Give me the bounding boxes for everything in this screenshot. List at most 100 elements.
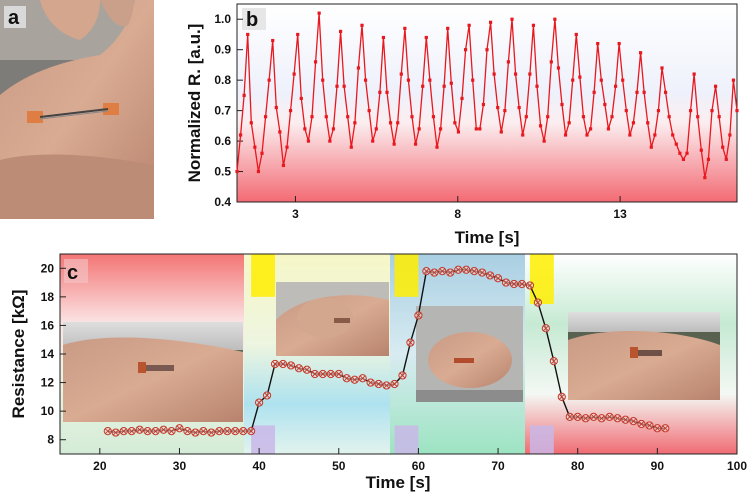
- panel-c-point: [517, 279, 527, 289]
- panel-b-point: [721, 145, 725, 149]
- panel-b-point: [403, 26, 407, 30]
- panel-c-point: [286, 361, 296, 370]
- panel-b-point: [578, 75, 582, 79]
- panel-c-point: [390, 379, 399, 389]
- panel-b-point: [524, 115, 528, 119]
- panel-b-point: [681, 157, 686, 161]
- panel-b-point: [556, 66, 561, 70]
- panel-c-point: [470, 267, 479, 276]
- panel-c-point: [422, 267, 431, 276]
- panel-c-ytick-label: 14: [41, 347, 55, 361]
- panel-b-point: [428, 78, 432, 82]
- panel-b-point: [638, 51, 643, 55]
- panel-b-point: [674, 142, 678, 146]
- panel-b-point: [563, 133, 568, 137]
- panel-c-ytick-label: 16: [41, 318, 55, 332]
- panel-c-point: [493, 274, 503, 283]
- panel-b-point: [363, 78, 368, 82]
- panel-b-point: [649, 145, 653, 149]
- panel-c-point: [183, 427, 192, 436]
- panel-c-point: [366, 378, 375, 387]
- panel-a-label: a: [8, 7, 20, 29]
- panel-c-point: [398, 371, 407, 380]
- panel-c-label-box: c: [64, 259, 88, 284]
- panel-b-point: [299, 96, 303, 101]
- panel-b-point: [317, 11, 321, 15]
- panel-c-point: [374, 379, 383, 389]
- panel-b-point: [421, 84, 425, 88]
- panel-c-point: [207, 428, 216, 437]
- panel-c-point: [151, 427, 160, 436]
- panel-b-point: [503, 109, 507, 113]
- panel-b-point: [471, 78, 475, 82]
- panel-c-point: [326, 369, 335, 379]
- panel-c-band: [251, 254, 276, 297]
- panel-b-point: [728, 133, 732, 137]
- panel-b-point: [724, 157, 728, 161]
- panel-b-point: [692, 72, 696, 76]
- panel-b-point: [346, 115, 350, 119]
- panel-c-xtick-label: 80: [571, 459, 585, 473]
- panel-b-point: [310, 115, 314, 119]
- panel-c-band: [251, 425, 276, 454]
- panel-c-point: [525, 281, 535, 290]
- panel-c-point: [621, 415, 630, 424]
- panel-b-point: [588, 127, 593, 131]
- panel-b-point: [478, 127, 482, 131]
- panel-c-band: [529, 425, 554, 454]
- panel-b-point: [392, 142, 396, 146]
- panel-c-point: [581, 414, 590, 423]
- panel-b-point: [606, 127, 611, 131]
- panel-b-point: [435, 145, 439, 149]
- panel-b-point: [571, 78, 575, 82]
- panel-b-point: [306, 139, 311, 143]
- panel-b-point: [574, 32, 578, 37]
- panel-b-point: [599, 78, 603, 82]
- panel-b-point: [663, 90, 668, 94]
- panel-b-point: [699, 148, 703, 152]
- panel-b-ytick-label: 0.7: [214, 104, 231, 118]
- panel-b-point: [321, 78, 325, 82]
- panel-b-point: [349, 145, 353, 149]
- panel-b-point: [296, 32, 300, 37]
- panel-c-point: [661, 424, 670, 433]
- panel-c: c 20 30 40 50 60 70 80 90 100 8 10 12 14 16 18 20 Time …: [9, 253, 747, 492]
- panel-c-point: [382, 381, 391, 390]
- panel-c-point: [501, 278, 511, 287]
- panel-b-point: [371, 139, 375, 143]
- panel-c-xtick-label: 60: [412, 459, 426, 473]
- panel-b-point: [631, 121, 636, 125]
- panel-c-point: [533, 298, 542, 307]
- panel-b-ytick-label: 1.0: [214, 12, 231, 26]
- panel-b-point: [313, 60, 318, 64]
- panel-c-point: [509, 279, 519, 289]
- panel-b-point: [303, 127, 307, 131]
- panel-c-xtick-label: 100: [727, 459, 747, 473]
- panel-c-point: [350, 375, 359, 384]
- panel-b-point: [581, 115, 586, 119]
- panel-b-point: [513, 72, 518, 76]
- panel-b-point: [531, 23, 536, 27]
- panel-b-point: [267, 78, 271, 82]
- panel-b-point: [463, 48, 468, 52]
- panel-b-point: [613, 84, 618, 88]
- panel-b-point: [431, 115, 436, 119]
- panel-b-point: [410, 115, 414, 119]
- panel-b-point: [485, 48, 489, 52]
- panel-b-point: [324, 115, 328, 119]
- inset-photo-2: [276, 282, 389, 356]
- panel-b-point: [335, 84, 339, 88]
- panel-b-point: [488, 20, 493, 24]
- panel-b-point: [642, 90, 646, 94]
- panel-c-point: [119, 427, 128, 436]
- panel-c-point: [613, 414, 622, 423]
- panel-c-point: [247, 427, 256, 436]
- panel-c-point: [318, 369, 327, 379]
- panel-c-point: [270, 359, 280, 369]
- panel-b-point: [481, 102, 486, 107]
- panel-b-point: [285, 145, 289, 149]
- panel-c-xlabel: Time [s]: [366, 473, 431, 492]
- panel-b-plot-area: [236, 3, 738, 203]
- panel-b-point: [592, 90, 596, 94]
